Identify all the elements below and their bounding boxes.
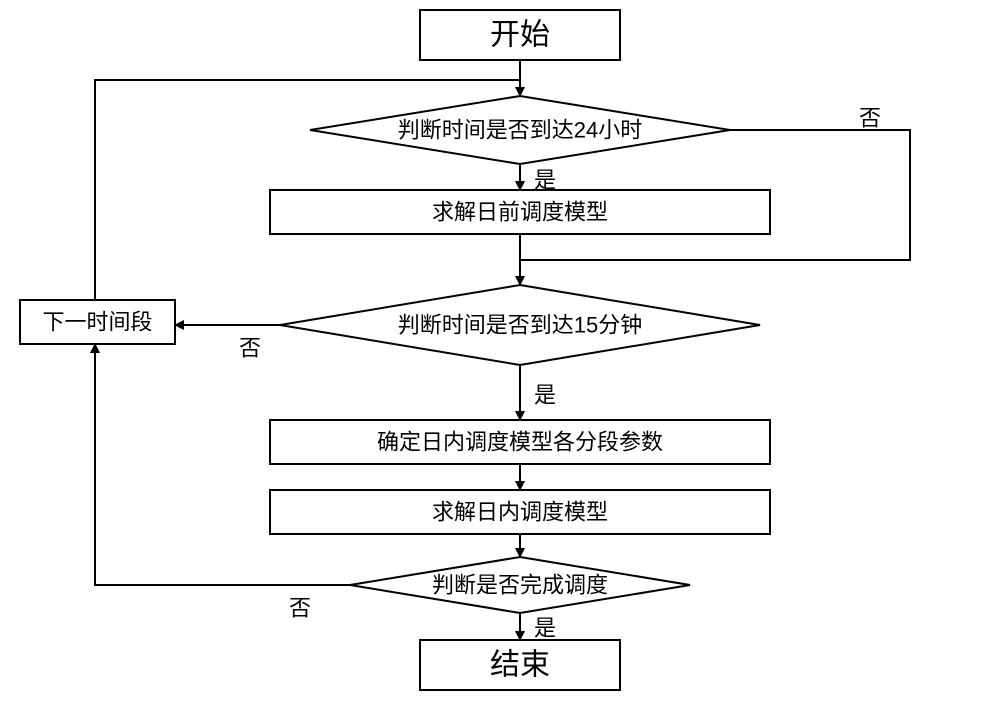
edge-label: 是 (534, 383, 556, 408)
node-label-end: 结束 (490, 649, 550, 682)
node-label-d24: 判断时间是否到达24小时 (398, 118, 642, 143)
edge-label: 是 (534, 616, 556, 641)
edge-label: 否 (239, 336, 261, 361)
node-label-dDone: 判断是否完成调度 (432, 573, 608, 598)
node-label-params: 确定日内调度模型各分段参数 (377, 430, 663, 455)
edge-label: 是 (534, 168, 556, 193)
node-label-next: 下一时间段 (42, 310, 152, 335)
node-label-solveIn: 求解日内调度模型 (432, 500, 608, 525)
node-label-d15: 判断时间是否到达15分钟 (398, 313, 642, 338)
node-label-start: 开始 (490, 19, 550, 52)
edge-label: 否 (859, 106, 881, 131)
flowchart-canvas: 是否是否是否开始判断时间是否到达24小时求解日前调度模型判断时间是否到达15分钟… (0, 0, 1000, 715)
node-label-solveDay: 求解日前调度模型 (432, 200, 608, 225)
edge-label: 否 (289, 596, 311, 621)
